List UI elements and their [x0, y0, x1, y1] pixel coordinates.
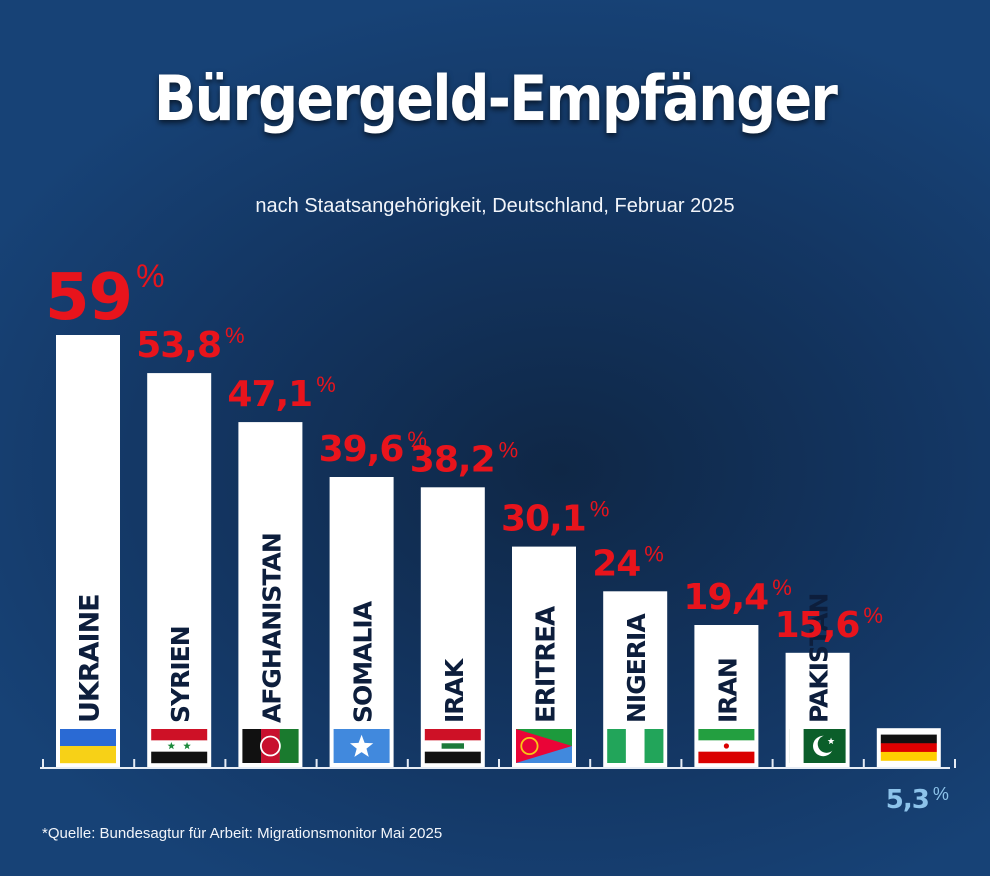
value-label-number: 38,2 [410, 439, 495, 480]
value-label: 15,6% [775, 603, 883, 646]
source-note: *Quelle: Bundesagtur für Arbeit: Migrati… [42, 825, 443, 842]
value-label-number: 39,6 [319, 429, 404, 470]
somalia-flag [333, 729, 390, 763]
bar [329, 477, 394, 767]
category-label: ERITREA [532, 606, 562, 723]
value-label-number: 24 [592, 543, 640, 584]
value-label-number: 53,8 [136, 325, 221, 366]
value-label-unit: % [407, 427, 427, 452]
value-label-unit: % [772, 575, 792, 600]
value-label-number: 30,1 [501, 499, 586, 540]
afghanistan-flag [242, 729, 299, 763]
category-label: AFGHANISTAN [257, 533, 286, 723]
value-label-number: 15,6 [775, 605, 860, 646]
x-axis-ticks [42, 759, 956, 768]
category-labels-group: UKRAINE SYRIEN AFGHANISTAN SOMALIA IRAK ERITR… [75, 533, 834, 723]
value-label-unit: % [590, 497, 610, 522]
value-label: 47,1% [227, 372, 335, 415]
chart-subtitle: nach Staatsangehörigkeit, Deutschland, F… [255, 195, 735, 217]
value-labels-group: 59 %53,8 %47,1 %39,6 %38,2 %30,1 %24 %19,4 %15,6… [45, 258, 949, 815]
value-label-unit: % [863, 603, 883, 628]
value-label: 24% [592, 541, 664, 584]
chart-title: Bürgergeld-Empfänger [153, 62, 838, 135]
value-label: 19,4% [683, 575, 791, 618]
category-label: SOMALIA [349, 600, 378, 723]
value-label-unit: % [316, 372, 336, 397]
value-label-unit: % [225, 323, 245, 348]
category-label: IRAN [713, 658, 742, 723]
category-label: UKRAINE [75, 594, 106, 723]
bar [420, 487, 485, 767]
value-label-unit: % [499, 437, 519, 462]
value-label-number: 5,3 [886, 785, 929, 815]
syria-flag [151, 729, 208, 764]
value-label: 5,3% [886, 784, 949, 815]
value-label-number: 47,1 [227, 374, 312, 415]
nigeria-flag [607, 729, 664, 763]
value-label: 38,2% [410, 437, 518, 480]
bars-group [56, 335, 941, 767]
value-label-number: 59 [45, 261, 132, 335]
flags-group [60, 729, 937, 764]
value-label: 59% [45, 258, 165, 335]
value-label-unit: % [933, 784, 949, 804]
value-label: 39,6% [319, 427, 427, 470]
bar [238, 422, 303, 767]
category-label: PAKISTAN [805, 594, 834, 723]
value-label-number: 19,4 [683, 577, 768, 618]
value-label-unit: % [644, 541, 664, 566]
eritrea-flag [516, 729, 572, 763]
category-label: IRAK [440, 657, 469, 723]
value-label: 30,1% [501, 497, 609, 540]
category-label: SYRIEN [166, 626, 195, 723]
value-label: 53,8% [136, 323, 244, 366]
iraq-flag [424, 729, 481, 764]
bar [56, 335, 120, 767]
ukraine-flag [60, 729, 116, 764]
category-label: NIGERIA [622, 613, 651, 723]
value-label-unit: % [136, 258, 164, 294]
bar [147, 373, 212, 767]
iran-flag [698, 729, 755, 764]
germany-flag [880, 734, 937, 761]
pakistan-flag [789, 729, 846, 763]
